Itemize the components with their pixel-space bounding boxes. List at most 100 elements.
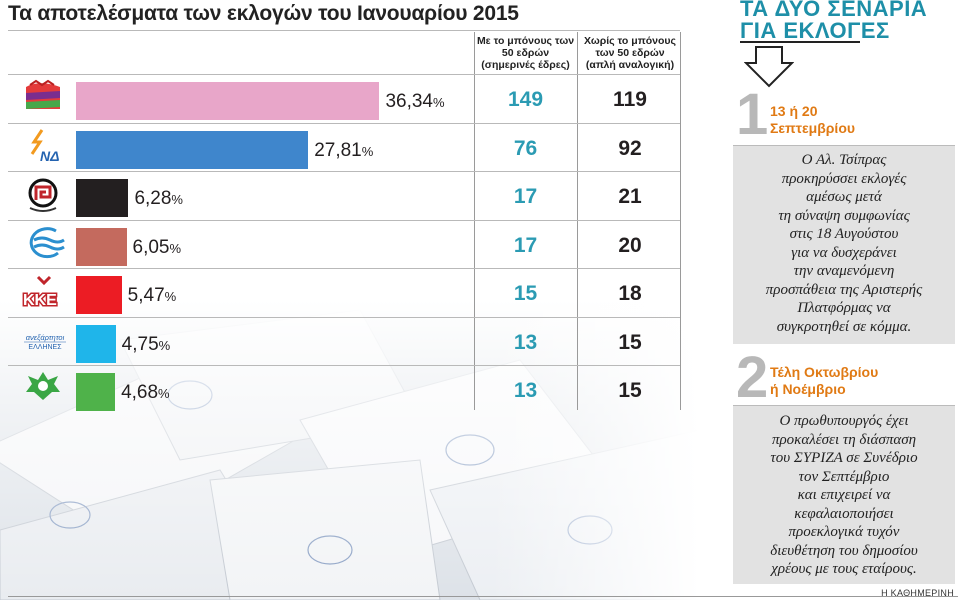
bar — [76, 324, 116, 363]
percent-unit: % — [164, 289, 177, 304]
scenario-text-line: στις 18 Αυγούστου — [789, 226, 899, 242]
scenario-heading: 13 ή 20 Σεπτεμβρίου — [770, 103, 855, 137]
column-divider — [680, 32, 681, 410]
scenario-text-line: κεφαλαιοποιήσει — [794, 505, 894, 522]
column-header-without-bonus: Χωρίς το μπόνους των 50 εδρών (απλή αναλ… — [584, 35, 676, 71]
percent-label: 6,28% — [134, 188, 183, 210]
scenario-text-line: την αναμενόμενη — [793, 263, 895, 279]
header-rule — [8, 30, 680, 31]
svg-text:ΝΔ: ΝΔ — [40, 148, 60, 164]
golden-dawn-logo — [20, 176, 70, 216]
chart-title: Τα αποτελέσματα των εκλογών του Ιανουαρί… — [8, 2, 519, 25]
scenario-2-text: Ο πρωθυπουργός έχει προκαλέσει τη διάσπασ… — [733, 406, 955, 579]
down-arrow-icon — [743, 46, 795, 93]
percent-label: 4,68% — [121, 382, 170, 404]
scenario-text-line: του ΣΥΡΙΖΑ σε Συνέδριο — [770, 450, 918, 466]
scenario-1-text: Ο Αλ. Τσίπρας προκηρύσσει εκλογές αμέσως μ… — [733, 146, 955, 336]
nd-logo: ΝΔ — [20, 128, 70, 168]
seats-without-bonus: 15 — [618, 330, 642, 354]
column-divider — [577, 32, 578, 410]
percent-unit: % — [361, 143, 374, 159]
scenario-text-line: διευθέτηση του δημοσίου — [770, 542, 918, 559]
bar — [76, 179, 129, 217]
seats-without-bonus: 119 — [613, 88, 647, 111]
scenarios-title: ΤΑ ΔΥΟ ΣΕΝΑΡΙΑ ΓΙΑ ΕΚΛΟΓΕΣ — [740, 0, 927, 42]
percent-label: 36,34% — [385, 91, 444, 113]
seats-with-bonus: 17 — [513, 233, 538, 257]
svg-text:ανεξάρτητοι: ανεξάρτητοι — [26, 333, 65, 342]
bar — [76, 82, 380, 120]
row-divider — [8, 171, 680, 172]
scenario-text-line: συγκροτηθεί σε κόμμα. — [776, 318, 912, 335]
scenario-heading-line1: 13 ή 20 — [770, 103, 818, 119]
scenario-text-line: και επιχειρεί να — [797, 487, 891, 503]
percent-value: 5,47 — [127, 285, 165, 306]
percent-value: 4,75 — [121, 333, 159, 355]
bar — [76, 227, 127, 266]
scenario-2-box: Ο πρωθυπουργός έχει προκαλέσει τη διάσπασ… — [733, 405, 955, 584]
scenarios-title-line2: ΓΙΑ ΕΚΛΟΓΕΣ — [740, 18, 890, 43]
scenario-heading-line1: Τέλη Οκτωβρίου — [770, 364, 879, 380]
scenario-number: 2 — [736, 345, 769, 410]
seats-without-bonus: 20 — [618, 233, 642, 257]
scenario-text-line: τη σύναψη συμφωνίας — [778, 207, 910, 224]
percent-value: 4,68 — [121, 382, 159, 403]
percent-unit: % — [432, 95, 445, 110]
potami-logo — [20, 225, 70, 265]
svg-text:ΕΛΛΗΝΕΣ: ΕΛΛΗΝΕΣ — [28, 344, 62, 351]
percent-unit: % — [169, 240, 182, 256]
scenario-number: 1 — [736, 82, 769, 147]
row-divider — [8, 365, 680, 366]
seats-without-bonus: 92 — [618, 136, 642, 160]
percent-unit: % — [158, 337, 171, 353]
ballot-envelopes-photo — [0, 300, 700, 600]
percent-unit: % — [171, 192, 183, 207]
scenario-heading: Τέλη Οκτωβρίου ή Νοέμβριο — [770, 364, 878, 398]
scenario-text-line: αμέσως μετά — [806, 189, 882, 205]
scenario-text-line: για να δυσχεράνει — [791, 244, 897, 261]
scenario-1-box: Ο Αλ. Τσίπρας προκηρύσσει εκλογές αμέσως μ… — [733, 145, 955, 344]
publisher-credit: Η ΚΑΘΗΜΕΡΙΝΗ — [881, 588, 954, 598]
title-underline — [740, 41, 860, 43]
scenario-heading-line2: Σεπτεμβρίου — [770, 120, 856, 136]
column-divider — [474, 32, 475, 410]
anel-logo: ανεξάρτητοι ΕΛΛΗΝΕΣ — [20, 322, 70, 362]
percent-value: 6,28 — [134, 188, 172, 209]
percent-value: 36,34 — [385, 91, 433, 112]
row-divider — [8, 122, 680, 124]
seats-with-bonus: 13 — [513, 379, 538, 402]
syriza-logo — [20, 79, 70, 119]
pasok-logo — [20, 370, 70, 410]
percent-label: 5,47% — [128, 285, 177, 307]
seats-without-bonus: 18 — [618, 282, 642, 305]
scenario-text-line: χρέους με τους εταίρους. — [771, 561, 917, 577]
bottom-rule — [8, 596, 958, 597]
seats-without-bonus: 21 — [618, 185, 642, 208]
percent-unit: % — [158, 386, 170, 401]
scenario-text-line: προεκλογικά τυχόν — [788, 524, 900, 540]
row-divider — [8, 268, 680, 269]
percent-label: 4,75% — [122, 334, 171, 356]
scenario-text-line: προκηρύσσει εκλογές — [781, 170, 907, 187]
scenario-text-line: προκαλέσει τη διάσπαση — [771, 431, 917, 448]
scenario-text-line: Πλατφόρμας να — [797, 300, 891, 316]
scenario-text-line: Ο Αλ. Τσίπρας — [801, 152, 887, 168]
seats-with-bonus: 15 — [513, 282, 538, 305]
bar — [76, 130, 309, 169]
svg-text:ΚΚΕ: ΚΚΕ — [23, 292, 57, 309]
bar — [76, 373, 116, 411]
scenario-heading-line2: ή Νοέμβριο — [770, 381, 846, 397]
seats-without-bonus: 15 — [618, 379, 642, 402]
column-header-with-bonus: Με το μπόνους των 50 εδρών (σημερινές έδ… — [476, 35, 575, 71]
row-divider — [8, 316, 680, 318]
scenario-text-line: Ο πρωθυπουργός έχει — [779, 413, 909, 429]
percent-label: 27,81% — [314, 140, 373, 162]
percent-label: 6,05% — [133, 237, 182, 259]
seats-with-bonus: 149 — [507, 88, 544, 111]
scenario-text-line: τον Σεπτέμβριο — [798, 468, 890, 485]
seats-with-bonus: 13 — [513, 330, 538, 354]
kke-logo: ΚΚΕ — [20, 273, 70, 313]
scenario-text-line: προσπάθεια της Αριστερής — [765, 281, 923, 298]
row-divider — [8, 219, 680, 221]
row-divider — [8, 74, 680, 75]
